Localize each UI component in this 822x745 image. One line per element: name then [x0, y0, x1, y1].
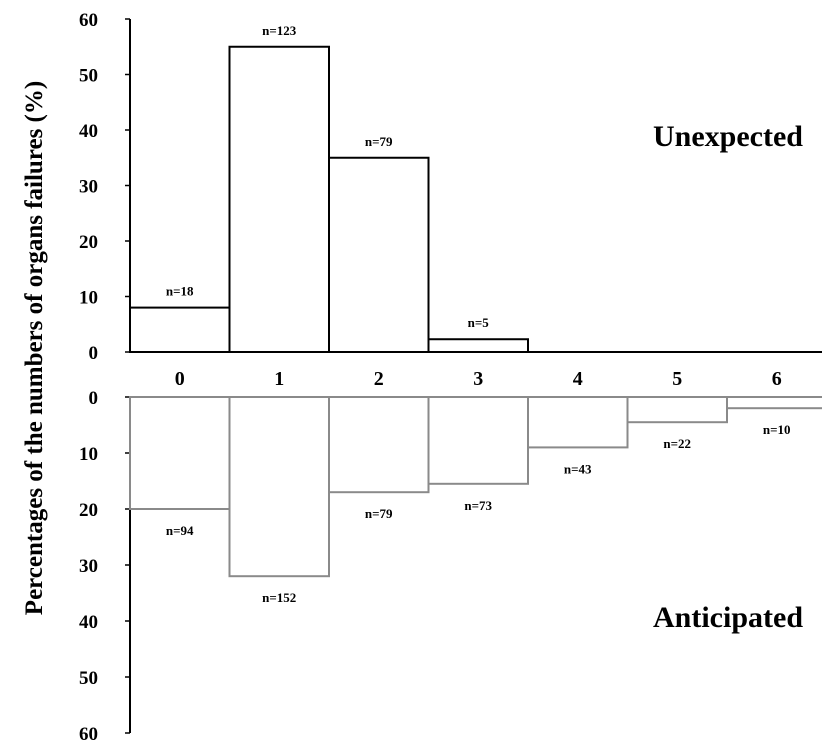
n-label-anticipated: n=43: [564, 461, 592, 476]
bar-anticipated: [427, 396, 529, 485]
n-label-unexpected: n=79: [365, 134, 393, 149]
y-tick-label-lower: 30: [79, 556, 98, 577]
n-label-unexpected: n=5: [468, 315, 490, 330]
bar-anticipated: [328, 396, 430, 494]
category-labels: 0 1 2 3 4 5 6: [175, 368, 782, 390]
anticipated-bars: n=94 n=152 n=79 n=73 n=43 n=22 n=10: [129, 396, 822, 605]
y-tick-label-lower: 0: [89, 388, 99, 409]
anticipated-panel-title: Anticipated: [653, 601, 803, 634]
y-tick-label-upper: 20: [79, 232, 98, 253]
y-axis-label: Percentages of the numbers of organs fai…: [21, 81, 48, 615]
y-tick-label-lower: 20: [79, 500, 98, 521]
category-label: 1: [274, 368, 284, 390]
y-tick-label-lower: 60: [79, 724, 98, 745]
y-tick-label-upper: 0: [89, 343, 99, 364]
n-label-unexpected: n=18: [166, 284, 194, 299]
category-label: 0: [175, 368, 185, 390]
y-tick-label-lower: 10: [79, 444, 98, 465]
y-tick-label-upper: 60: [79, 10, 98, 31]
y-tick-label-upper: 40: [79, 121, 98, 142]
bar-unexpected: [228, 45, 330, 353]
y-tick-label-upper: 50: [79, 66, 98, 87]
bar-anticipated: [726, 396, 822, 410]
n-label-anticipated: n=79: [365, 506, 393, 521]
n-label-anticipated: n=10: [763, 422, 791, 437]
category-label: 3: [473, 368, 483, 390]
n-label-anticipated: n=22: [663, 436, 691, 451]
n-label-unexpected: n=123: [262, 23, 297, 38]
category-label: 2: [374, 368, 384, 390]
y-tick-label-upper: 30: [79, 177, 98, 198]
bar-unexpected: [427, 338, 529, 353]
category-label: 4: [573, 368, 583, 390]
bar-anticipated: [527, 396, 629, 449]
unexpected-panel-title: Unexpected: [653, 120, 803, 153]
bar-anticipated: [228, 396, 330, 578]
y-tick-label-lower: 50: [79, 668, 98, 689]
bar-anticipated: [129, 396, 231, 510]
n-label-anticipated: n=73: [464, 498, 492, 513]
bar-unexpected: [129, 306, 231, 354]
category-label: 5: [672, 368, 682, 390]
bar-unexpected: [328, 156, 430, 353]
n-label-anticipated: n=94: [166, 523, 194, 538]
y-tick-label-upper: 10: [79, 288, 98, 309]
n-label-anticipated: n=152: [262, 590, 296, 605]
unexpected-bars: n=18 n=123 n=79 n=5: [129, 23, 529, 354]
category-label: 6: [772, 368, 782, 390]
bar-anticipated: [626, 396, 728, 424]
y-tick-label-lower: 40: [79, 612, 98, 633]
